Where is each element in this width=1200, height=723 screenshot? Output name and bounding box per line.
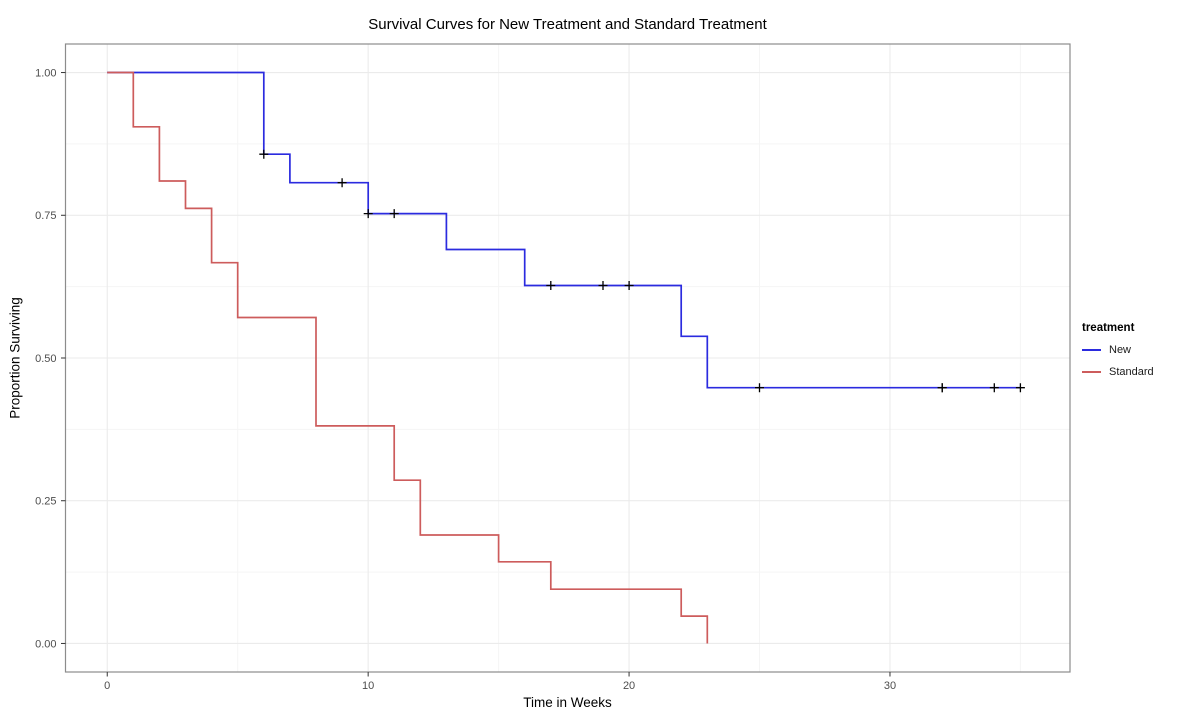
legend-item-new: New: [1082, 344, 1154, 356]
survival-curve-new: [107, 71, 1021, 389]
x-tick-label: 30: [884, 680, 896, 692]
censor-plus-mark-new: [989, 383, 999, 393]
x-tick-label: 20: [623, 680, 635, 692]
censor-plus-mark-new: [755, 383, 764, 393]
legend-label-new: New: [1109, 344, 1132, 356]
censor-plus-mark-new: [337, 178, 347, 188]
survival-curve-standard: [107, 71, 709, 644]
legend-title: treatment: [1082, 322, 1135, 334]
legend-line-standard-icon: [1082, 371, 1101, 373]
censor-plus-mark-new: [363, 209, 373, 219]
legend-line-new-icon: [1082, 349, 1101, 351]
x-tick-label: 10: [362, 680, 374, 692]
legend-item-standard: Standard: [1082, 366, 1154, 378]
x-axis-title: Time in Weeks: [523, 695, 612, 710]
y-tick-label: 0.75: [35, 210, 56, 222]
y-tick-label: 0.00: [35, 638, 56, 650]
censor-plus-mark-new: [259, 149, 269, 159]
chart-title: Survival Curves for New Treatment and St…: [368, 16, 767, 33]
censor-plus-mark-new: [624, 281, 634, 290]
legend: treatment New Standard: [1082, 322, 1154, 378]
censor-plus-mark-new: [546, 281, 556, 290]
y-tick-label: 0.50: [35, 353, 56, 365]
x-tick-label: 0: [104, 680, 110, 692]
legend-label-standard: Standard: [1109, 366, 1154, 378]
y-tick-label: 1.00: [35, 67, 56, 79]
y-axis-title: Proportion Surviving: [7, 297, 23, 419]
y-tick-label: 0.25: [35, 496, 56, 508]
censor-plus-mark-new: [389, 209, 399, 219]
censor-plus-mark-new: [1015, 383, 1025, 393]
censor-plus-mark-new: [937, 383, 947, 393]
censor-plus-mark-new: [598, 281, 608, 290]
